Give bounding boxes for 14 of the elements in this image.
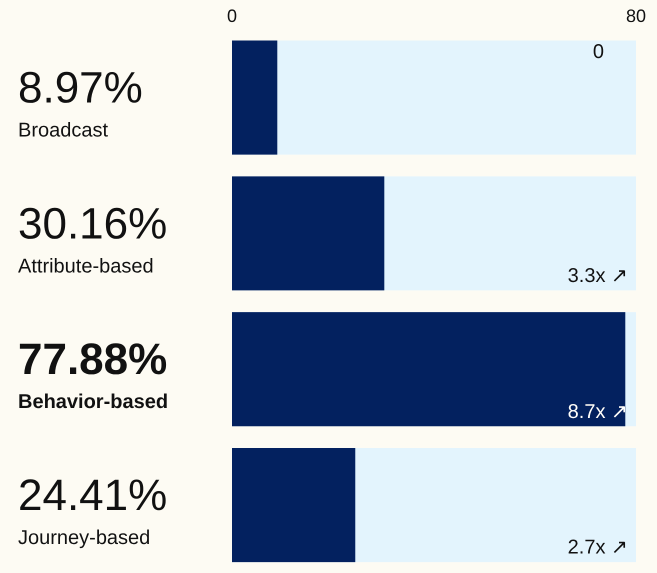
data-label: 77.88%	[18, 335, 168, 384]
annotation: 3.3x ↗	[568, 264, 628, 287]
data-label: 30.16%	[18, 199, 168, 248]
y-tick-label: Journey-based	[18, 527, 150, 550]
data-label: 8.97%	[18, 63, 143, 112]
annotation: 0	[592, 40, 604, 63]
annotation: 8.7x ↗	[568, 400, 628, 423]
y-tick-label: Behavior-based	[18, 391, 168, 414]
y-tick-label: Attribute-based	[18, 255, 154, 278]
bar	[232, 40, 278, 155]
x-tick-label: 80	[626, 6, 646, 26]
y-tick-label: Broadcast	[18, 119, 108, 142]
annotation: 2.7x ↗	[568, 536, 628, 559]
data-label: 24.41%	[18, 471, 168, 520]
